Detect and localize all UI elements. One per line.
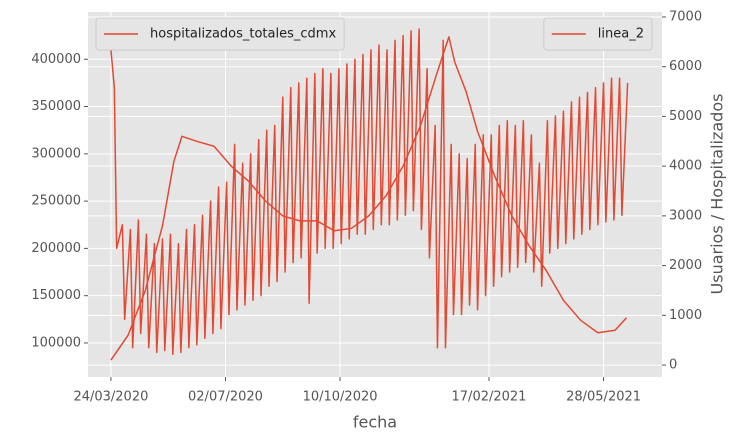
y-tick-label: 400000 xyxy=(31,52,81,67)
x-tick-label: 02/07/2020 xyxy=(188,390,263,405)
legend-box xyxy=(95,17,345,51)
series-line xyxy=(110,36,628,361)
x-tick-label: 17/02/2021 xyxy=(452,390,527,405)
x-tick-label: 10/10/2020 xyxy=(303,390,378,405)
y2-tick-label: 3000 xyxy=(669,208,702,223)
y-tick-label: 200000 xyxy=(31,241,81,256)
y-tick-label: 300000 xyxy=(31,146,81,161)
y-tick-label: 350000 xyxy=(31,99,81,114)
legend-box xyxy=(543,17,653,51)
y2-tick-label: 7000 xyxy=(669,9,702,24)
y2-tick-label: 0 xyxy=(669,358,677,373)
y2-axis-label: Usuarios / Hospitalizados xyxy=(708,94,727,295)
x-tick-label: 24/03/2020 xyxy=(73,390,148,405)
y2-tick-label: 4000 xyxy=(669,159,702,174)
series-line xyxy=(110,28,629,356)
legend-label: linea_2 xyxy=(598,27,644,42)
legend: linea_2 xyxy=(543,17,653,51)
x-tick-label: 28/05/2021 xyxy=(566,390,641,405)
y2-tick-label: 6000 xyxy=(669,59,702,74)
lines xyxy=(110,28,629,361)
labels: 24/03/2020 02/07/2020 10/10/2020 17/02/2021… xyxy=(31,9,702,404)
y-tick-label: 100000 xyxy=(31,335,81,350)
y2-tick-label: 2000 xyxy=(669,258,702,273)
y2-tick-label: 1000 xyxy=(669,308,702,323)
y-tick-label: 250000 xyxy=(31,194,81,209)
legend: hospitalizados_totales_cdmx xyxy=(95,17,345,51)
legend-label: hospitalizados_totales_cdmx xyxy=(150,27,336,42)
y2-tick-label: 5000 xyxy=(669,109,702,124)
x-axis-label: fecha xyxy=(353,413,397,432)
y-tick-label: 150000 xyxy=(31,288,81,303)
